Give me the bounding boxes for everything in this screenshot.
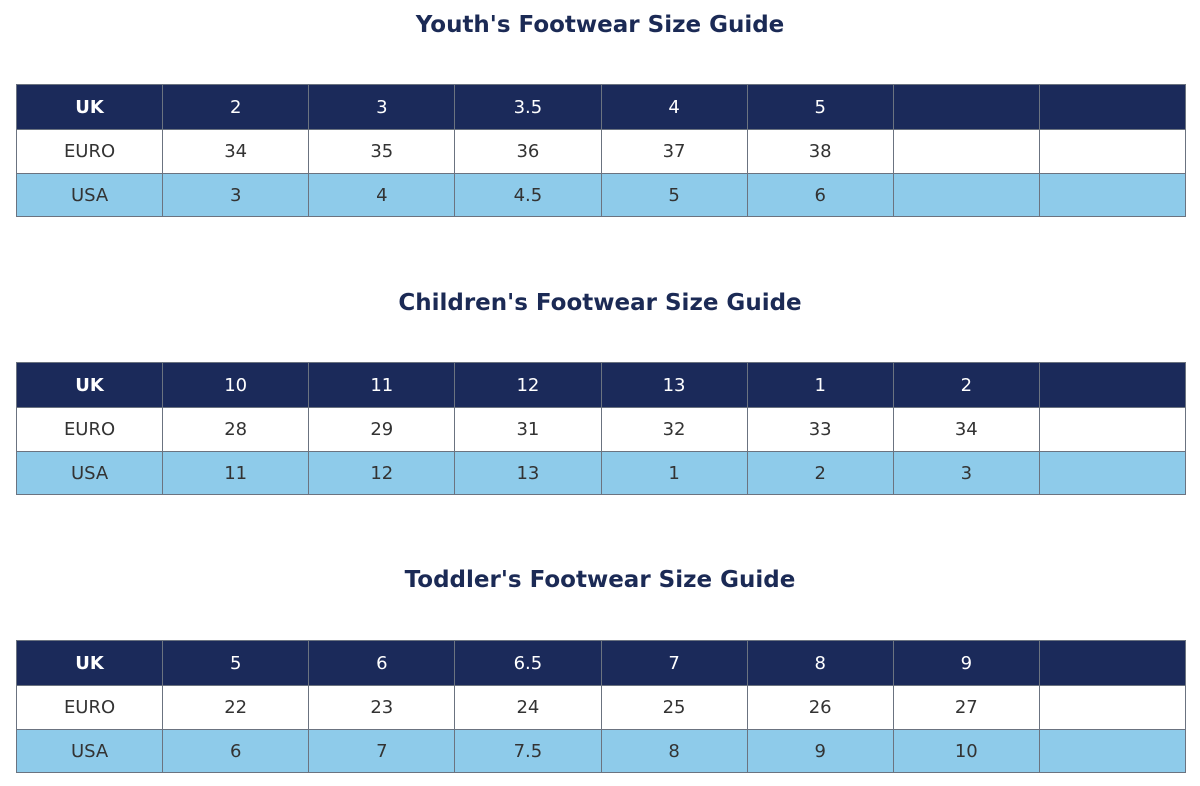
size-cell: 3 [893,452,1040,495]
size-cell: 31 [455,408,602,452]
size-cell: 11 [163,452,310,495]
size-cell: 1 [601,452,748,495]
size-cell: 32 [601,408,748,452]
size-cell: 38 [747,130,894,174]
size-cell: 10 [893,730,1040,773]
size-cell: 12 [455,363,602,408]
size-cell: 13 [601,363,748,408]
size-table: UK 5 6 6.5 7 8 9 EURO 22 23 24 25 26 27 USA 6 7 7.5 8 9 10 [16,640,1186,773]
size-cell: 10 [163,363,310,408]
size-cell: 2 [163,85,310,130]
row-header: UK [17,363,164,408]
size-cell: 6 [309,641,456,686]
row-header: EURO [17,130,164,174]
empty-cell [1039,641,1186,686]
size-cell: 12 [309,452,456,495]
size-cell: 34 [163,130,310,174]
size-cell: 35 [309,130,456,174]
row-header: USA [17,174,164,217]
size-cell: 11 [309,363,456,408]
empty-cell [1039,686,1186,730]
size-cell: 26 [747,686,894,730]
empty-cell [893,85,1040,130]
size-cell: 2 [893,363,1040,408]
size-cell: 23 [309,686,456,730]
size-cell: 13 [455,452,602,495]
size-cell: 22 [163,686,310,730]
empty-cell [893,174,1040,217]
size-cell: 28 [163,408,310,452]
size-cell: 4 [309,174,456,217]
size-cell: 37 [601,130,748,174]
size-cell: 5 [163,641,310,686]
size-cell: 1 [747,363,894,408]
size-cell: 4 [601,85,748,130]
size-cell: 34 [893,408,1040,452]
size-cell: 7.5 [455,730,602,773]
empty-cell [1039,85,1186,130]
size-cell: 7 [309,730,456,773]
size-cell: 36 [455,130,602,174]
row-header: UK [17,85,164,130]
size-table: UK 10 11 12 13 1 2 EURO 28 29 31 32 33 34 USA 11 12 13 1 2 3 [16,362,1186,495]
size-cell: 7 [601,641,748,686]
size-cell: 4.5 [455,174,602,217]
size-cell: 5 [601,174,748,217]
row-header: USA [17,730,164,773]
size-cell: 9 [893,641,1040,686]
size-cell: 9 [747,730,894,773]
size-table: UK 2 3 3.5 4 5 EURO 34 35 36 37 38 USA 3 4 4.5 5 6 [16,84,1186,217]
size-cell: 8 [747,641,894,686]
empty-cell [893,130,1040,174]
size-cell: 6 [163,730,310,773]
size-cell: 33 [747,408,894,452]
table-title: Toddler's Footwear Size Guide [404,567,796,593]
table-title: Youth's Footwear Size Guide [415,12,785,38]
size-cell: 2 [747,452,894,495]
size-cell: 27 [893,686,1040,730]
size-cell: 29 [309,408,456,452]
size-cell: 3 [163,174,310,217]
empty-cell [1039,174,1186,217]
size-cell: 6 [747,174,894,217]
table-title: Children's Footwear Size Guide [398,290,802,316]
empty-cell [1039,452,1186,495]
row-header: EURO [17,408,164,452]
size-cell: 5 [747,85,894,130]
row-header: EURO [17,686,164,730]
size-cell: 3 [309,85,456,130]
empty-cell [1039,363,1186,408]
row-header: USA [17,452,164,495]
empty-cell [1039,408,1186,452]
size-cell: 6.5 [455,641,602,686]
size-cell: 3.5 [455,85,602,130]
empty-cell [1039,130,1186,174]
row-header: UK [17,641,164,686]
size-cell: 24 [455,686,602,730]
empty-cell [1039,730,1186,773]
size-cell: 25 [601,686,748,730]
size-cell: 8 [601,730,748,773]
